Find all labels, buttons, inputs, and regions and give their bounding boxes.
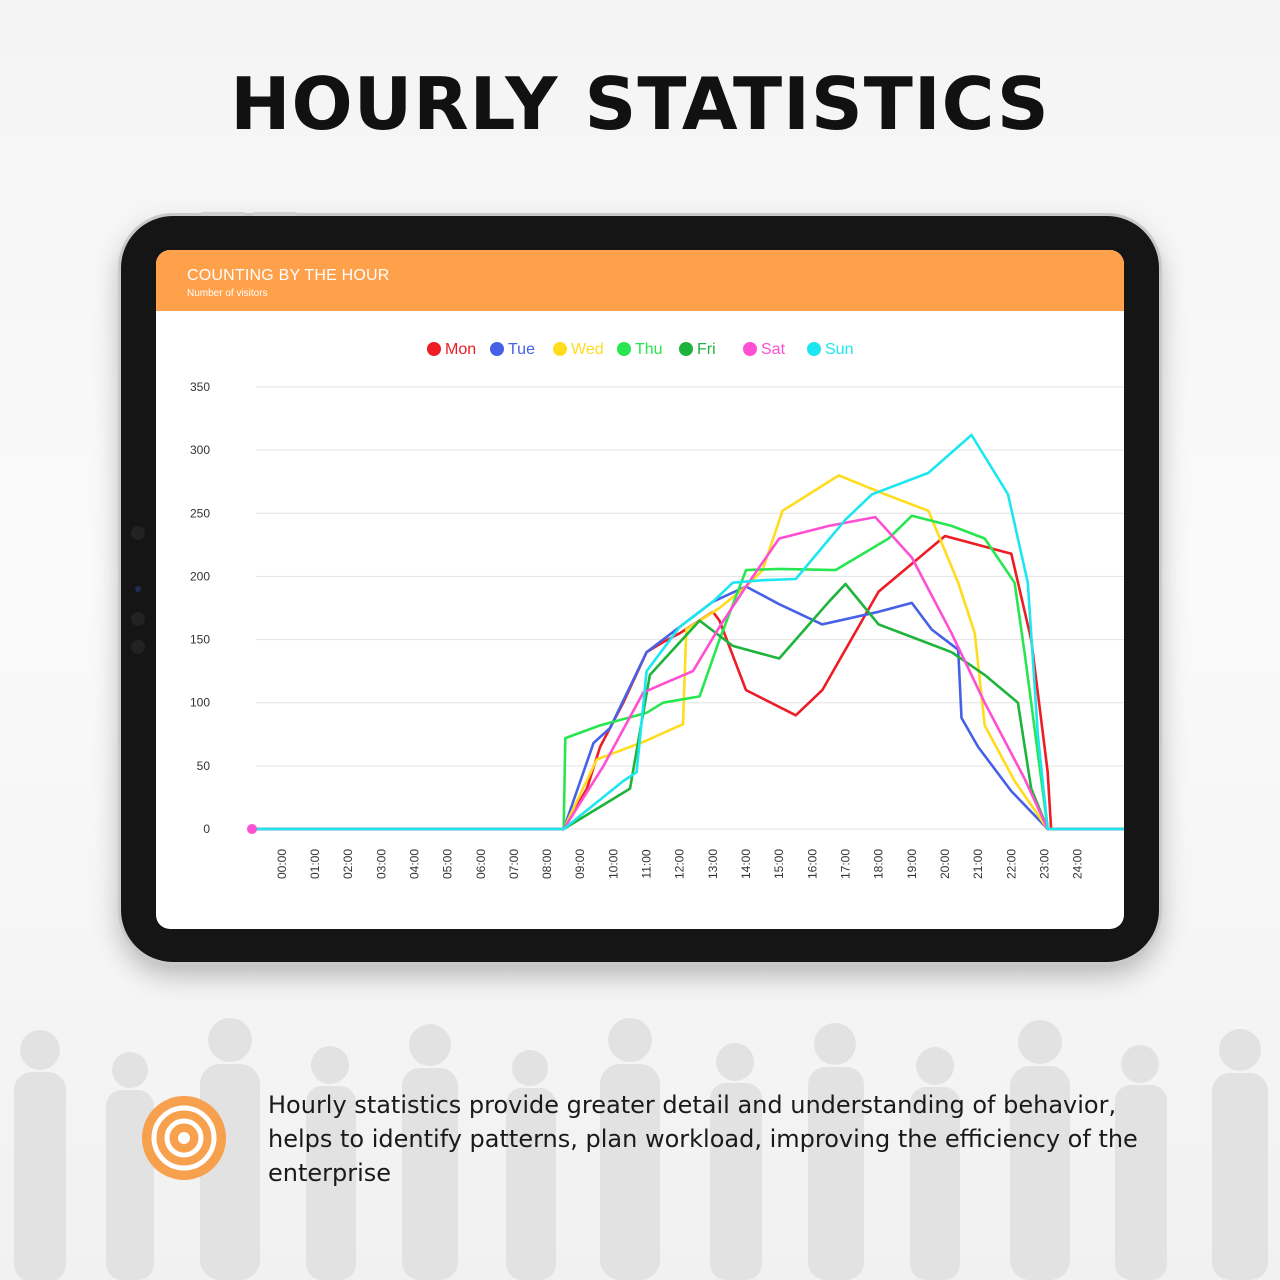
y-tick-label: 100 [190,696,210,710]
x-tick-label: 23:00 [1037,849,1051,879]
tablet-screen: COUNTING BY THE HOUR Number of visitors … [156,250,1124,929]
y-tick-label: 350 [190,380,210,394]
legend-item-thu[interactable]: Thu [617,341,663,358]
chart-legend: Mon Tue Wed Thu Fri Sat Sun [427,341,853,358]
x-tick-label: 13:00 [706,849,720,879]
legend-label: Tue [508,341,535,358]
x-tick-label: 15:00 [772,849,786,879]
y-tick-label: 300 [190,443,210,457]
x-tick-label: 20:00 [938,849,952,879]
legend-label: Mon [445,341,476,358]
legend-marker [553,342,567,356]
description-text: Hourly statistics provide greater detail… [268,1091,1138,1187]
series-line-thu [252,514,1124,831]
tablet-sensor [131,526,145,540]
x-tick-label: 09:00 [573,849,587,879]
tablet-volume-button [253,212,297,216]
x-tick-label: 24:00 [1071,849,1085,879]
y-axis-ticks: 0 50 100 150 200 250 300 350 [190,380,210,836]
x-tick-label: 21:00 [971,849,985,879]
x-tick-label: 01:00 [308,849,322,879]
chart-grid [256,386,1124,830]
x-tick-label: 11:00 [640,849,654,878]
x-tick-label: 19:00 [905,849,919,879]
legend-item-wed[interactable]: Wed [553,341,604,358]
legend-marker [490,342,504,356]
legend-item-fri[interactable]: Fri [679,341,716,358]
x-tick-label: 00:00 [275,849,289,879]
tablet-volume-button [201,212,245,216]
y-tick-label: 150 [190,633,210,647]
crowd-silhouette-background [14,1018,1268,1280]
x-axis-ticks: 00:00 01:00 02:00 03:00 04:00 05:00 06:00 07:00… [275,849,1085,879]
legend-marker [427,342,441,356]
series-start-marker [247,824,257,834]
x-tick-label: 04:00 [407,849,421,879]
tablet-sensor [131,640,145,654]
x-tick-label: 05:00 [441,849,455,879]
legend-marker [617,342,631,356]
x-tick-label: 16:00 [805,849,819,879]
legend-label: Thu [635,341,663,358]
legend-item-tue[interactable]: Tue [490,341,535,358]
y-tick-label: 0 [203,822,210,836]
series-line-sat [252,515,1124,831]
x-tick-label: 14:00 [739,849,753,879]
y-tick-label: 50 [197,759,211,773]
legend-item-mon[interactable]: Mon [427,341,476,358]
x-tick-label: 17:00 [838,849,852,879]
tablet-frame: COUNTING BY THE HOUR Number of visitors … [121,212,1159,962]
tablet-sensor [131,612,145,626]
target-icon [142,1096,226,1180]
series-line-tue [252,585,1124,831]
x-tick-label: 12:00 [673,849,687,879]
tablet-camera [135,586,141,592]
legend-marker [743,342,757,356]
legend-marker [807,342,821,356]
panel-header: COUNTING BY THE HOUR Number of visitors [156,250,1124,311]
chart-series [247,433,1124,834]
x-tick-label: 08:00 [540,849,554,879]
legend-label: Wed [571,341,604,358]
x-tick-label: 07:00 [507,849,521,879]
legend-label: Fri [697,341,716,358]
x-tick-label: 22:00 [1004,849,1018,879]
x-tick-label: 10:00 [606,849,620,879]
y-tick-label: 200 [190,569,210,583]
legend-label: Sun [825,341,853,358]
legend-marker [679,342,693,356]
legend-item-sat[interactable]: Sat [743,341,786,358]
panel-title: COUNTING BY THE HOUR [187,267,390,284]
y-tick-label: 250 [190,506,210,520]
series-line-wed [252,474,1124,831]
legend-label: Sat [761,341,786,358]
legend-item-sun[interactable]: Sun [807,341,853,358]
x-tick-label: 06:00 [474,849,488,879]
series-line-sun [252,433,1124,831]
series-line-mon [252,534,1124,831]
page-headline: HOURLY STATISTICS [230,62,1050,146]
x-tick-label: 03:00 [374,849,388,879]
hourly-line-chart: Mon Tue Wed Thu Fri Sat Sun 0 50 100 150 200 250 300… [190,341,1124,879]
x-tick-label: 18:00 [872,849,886,879]
panel-subtitle: Number of visitors [187,288,268,299]
x-tick-label: 02:00 [341,849,355,879]
